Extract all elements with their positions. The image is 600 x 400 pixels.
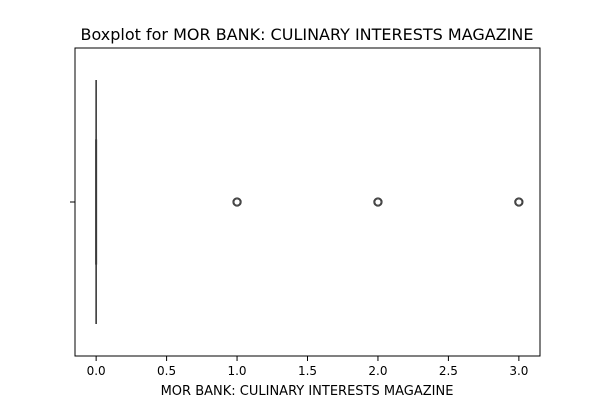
- box-group: [95, 80, 98, 324]
- x-axis-label: MOR BANK: CULINARY INTERESTS MAGAZINE: [161, 384, 454, 399]
- x-tick-label: 2.5: [439, 364, 458, 378]
- x-tick-label: 1.0: [227, 364, 246, 378]
- chart-title: Boxplot for MOR BANK: CULINARY INTERESTS…: [81, 25, 534, 44]
- x-tick-label: 1.5: [298, 364, 317, 378]
- x-axis-ticks: 0.0 0.5 1.0 1.5 2.0 2.5 3.0: [87, 356, 528, 378]
- outlier-point: [514, 197, 524, 207]
- outlier-point-overlap: [233, 198, 241, 206]
- outlier-point-overlap: [374, 198, 382, 206]
- plot-area-frame: [74, 47, 541, 357]
- outlier-point: [373, 197, 383, 207]
- outlier-point: [232, 197, 242, 207]
- outlier-point-overlap: [515, 198, 523, 206]
- x-tick-label: 0.5: [157, 364, 176, 378]
- x-tick-label: 3.0: [509, 364, 528, 378]
- outliers-group: [232, 197, 524, 207]
- x-tick-label: 0.0: [87, 364, 106, 378]
- x-tick-label: 2.0: [368, 364, 387, 378]
